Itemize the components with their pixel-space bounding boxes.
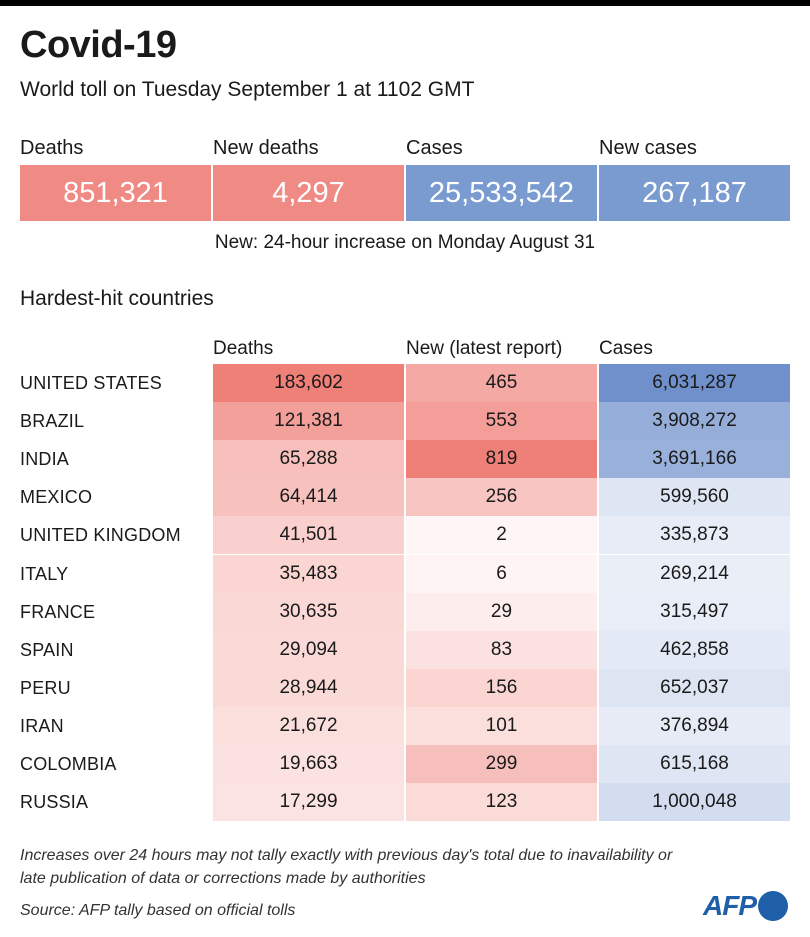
table-cell-deaths: 29,094 bbox=[213, 631, 404, 669]
column-header-cases: Cases bbox=[599, 338, 653, 359]
column-header-deaths: Deaths bbox=[213, 338, 274, 359]
table-cell-new: 465 bbox=[406, 364, 597, 402]
row-label-country: UNITED KINGDOM bbox=[20, 525, 181, 545]
table-cell-new: 101 bbox=[406, 707, 597, 745]
row-label-country: COLOMBIA bbox=[20, 754, 117, 774]
table-cell-new: 83 bbox=[406, 631, 597, 669]
table-cell-deaths: 21,672 bbox=[213, 707, 404, 745]
table-cell-deaths: 65,288 bbox=[213, 440, 404, 478]
row-label-country: IRAN bbox=[20, 716, 64, 736]
table-cell-new: 123 bbox=[406, 783, 597, 821]
page-title: Covid-19 bbox=[20, 24, 177, 66]
table-cell-deaths: 41,501 bbox=[213, 516, 404, 554]
kpi-label-new-deaths: New deaths bbox=[213, 137, 319, 159]
source-note: Source: AFP tally based on official toll… bbox=[20, 902, 296, 919]
table-cell-deaths: 183,602 bbox=[213, 364, 404, 402]
row-label-country: BRAZIL bbox=[20, 411, 85, 431]
table-cell-deaths: 121,381 bbox=[213, 402, 404, 440]
row-label-country: PERU bbox=[20, 678, 71, 698]
row-label-country: ITALY bbox=[20, 564, 69, 584]
top-bar bbox=[0, 0, 810, 6]
table-cell-cases: 269,214 bbox=[599, 555, 790, 593]
table-cell-new: 6 bbox=[406, 555, 597, 593]
table-cell-new: 553 bbox=[406, 402, 597, 440]
row-label-country: SPAIN bbox=[20, 640, 74, 660]
table-cell-new: 29 bbox=[406, 593, 597, 631]
table-cell-cases: 6,031,287 bbox=[599, 364, 790, 402]
kpi-label-deaths: Deaths bbox=[20, 137, 84, 159]
table-cell-new: 2 bbox=[406, 516, 597, 554]
kpi-value-new-deaths: 4,297 bbox=[213, 165, 404, 221]
column-header-new: New (latest report) bbox=[406, 338, 563, 359]
section-title: Hardest-hit countries bbox=[20, 287, 214, 310]
table-cell-cases: 376,894 bbox=[599, 707, 790, 745]
row-label-country: FRANCE bbox=[20, 602, 96, 622]
kpi-label-new-cases: New cases bbox=[599, 137, 697, 159]
table-cell-cases: 3,908,272 bbox=[599, 402, 790, 440]
afp-logo-text: AFP bbox=[703, 890, 757, 921]
afp-logo-dot bbox=[758, 891, 788, 921]
row-label-country: RUSSIA bbox=[20, 792, 89, 812]
table-cell-cases: 599,560 bbox=[599, 478, 790, 516]
kpi-note: New: 24-hour increase on Monday August 3… bbox=[214, 232, 596, 253]
table-cell-deaths: 35,483 bbox=[213, 555, 404, 593]
table-cell-cases: 3,691,166 bbox=[599, 440, 790, 478]
table-cell-deaths: 30,635 bbox=[213, 593, 404, 631]
table-cell-cases: 335,873 bbox=[599, 516, 790, 554]
afp-logo: AFP bbox=[703, 890, 788, 922]
kpi-value-new-cases: 267,187 bbox=[599, 165, 790, 221]
table-cell-cases: 615,168 bbox=[599, 745, 790, 783]
row-label-country: UNITED STATES bbox=[20, 373, 162, 393]
kpi-value-cases: 25,533,542 bbox=[406, 165, 597, 221]
kpi-label-cases: Cases bbox=[406, 137, 463, 159]
table-cell-cases: 652,037 bbox=[599, 669, 790, 707]
table-cell-cases: 462,858 bbox=[599, 631, 790, 669]
row-label-country: INDIA bbox=[20, 449, 70, 469]
table-cell-deaths: 28,944 bbox=[213, 669, 404, 707]
table-cell-new: 256 bbox=[406, 478, 597, 516]
table-cell-deaths: 17,299 bbox=[213, 783, 404, 821]
page-subtitle: World toll on Tuesday September 1 at 110… bbox=[20, 78, 475, 101]
table-cell-new: 156 bbox=[406, 669, 597, 707]
table-cell-cases: 1,000,048 bbox=[599, 783, 790, 821]
footnote: Increases over 24 hours may not tally ex… bbox=[20, 847, 673, 887]
table-cell-new: 819 bbox=[406, 440, 597, 478]
table-cell-deaths: 64,414 bbox=[213, 478, 404, 516]
table-cell-cases: 315,497 bbox=[599, 593, 790, 631]
table-cell-new: 299 bbox=[406, 745, 597, 783]
row-label-country: MEXICO bbox=[20, 487, 93, 507]
table-cell-deaths: 19,663 bbox=[213, 745, 404, 783]
kpi-value-deaths: 851,321 bbox=[20, 165, 211, 221]
